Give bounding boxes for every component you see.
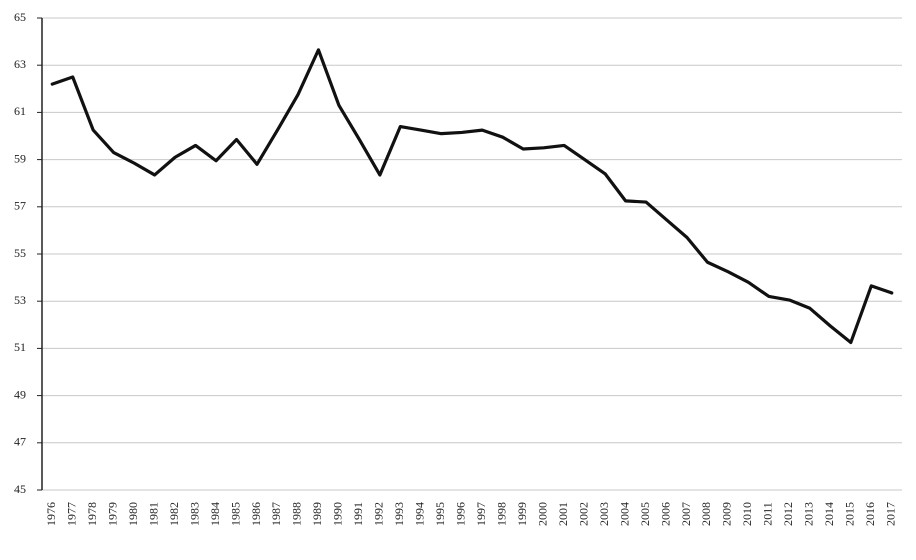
x-tick-label: 2006 — [658, 502, 672, 526]
x-tick-label: 1986 — [249, 502, 263, 526]
y-tick-label: 57 — [14, 199, 26, 213]
x-tick-label: 1993 — [392, 502, 406, 526]
y-tick-label: 45 — [14, 482, 26, 496]
x-tick-label: 2016 — [863, 502, 877, 526]
y-tick-label: 53 — [14, 293, 26, 307]
x-tick-label: 1990 — [331, 502, 345, 526]
x-tick-label: 1998 — [494, 502, 508, 526]
x-tick-label: 1994 — [413, 502, 427, 526]
x-tick-label: 1981 — [146, 502, 160, 526]
x-tick-label: 2012 — [781, 502, 795, 526]
x-tick-label: 1978 — [85, 502, 99, 526]
x-tick-label: 1992 — [372, 502, 386, 526]
x-tick-label: 2002 — [576, 502, 590, 526]
y-tick-label: 51 — [14, 340, 26, 354]
y-tick-label: 47 — [14, 435, 26, 449]
x-tick-label: 2014 — [822, 502, 836, 526]
y-tick-label: 65 — [14, 10, 26, 24]
x-tick-label: 1995 — [433, 502, 447, 526]
x-tick-label: 2001 — [556, 502, 570, 526]
x-tick-label: 2017 — [884, 502, 898, 526]
x-tick-label: 2004 — [617, 502, 631, 526]
x-tick-label: 1980 — [126, 502, 140, 526]
x-tick-label: 2000 — [535, 502, 549, 526]
x-tick-label: 2008 — [699, 502, 713, 526]
x-tick-label: 1996 — [454, 502, 468, 526]
y-tick-label: 61 — [14, 104, 26, 118]
y-tick-label: 49 — [14, 387, 26, 401]
x-tick-label: 1985 — [228, 502, 242, 526]
x-tick-label: 2003 — [597, 502, 611, 526]
x-tick-label: 1997 — [474, 502, 488, 526]
x-tick-label: 1984 — [208, 502, 222, 526]
x-tick-label: 1999 — [515, 502, 529, 526]
y-tick-label: 59 — [14, 151, 26, 165]
x-tick-label: 2011 — [761, 502, 775, 526]
x-tick-label: 2005 — [638, 502, 652, 526]
x-tick-label: 2007 — [679, 502, 693, 526]
x-tick-label: 1983 — [187, 502, 201, 526]
x-tick-label: 1979 — [105, 502, 119, 526]
x-tick-label: 2013 — [802, 502, 816, 526]
x-tick-label: 1977 — [64, 502, 78, 526]
x-tick-label: 2015 — [843, 502, 857, 526]
x-tick-label: 2009 — [720, 502, 734, 526]
x-tick-label: 1987 — [269, 502, 283, 526]
data-line — [50, 48, 894, 345]
x-tick-label: 1982 — [167, 502, 181, 526]
x-tick-label: 1989 — [310, 502, 324, 526]
y-tick-label: 63 — [14, 57, 26, 71]
y-tick-label: 55 — [14, 246, 26, 260]
x-tick-label: 1976 — [44, 502, 58, 526]
x-tick-label: 1991 — [351, 502, 365, 526]
x-tick-label: 1988 — [290, 502, 304, 526]
x-tick-label: 2010 — [740, 502, 754, 526]
